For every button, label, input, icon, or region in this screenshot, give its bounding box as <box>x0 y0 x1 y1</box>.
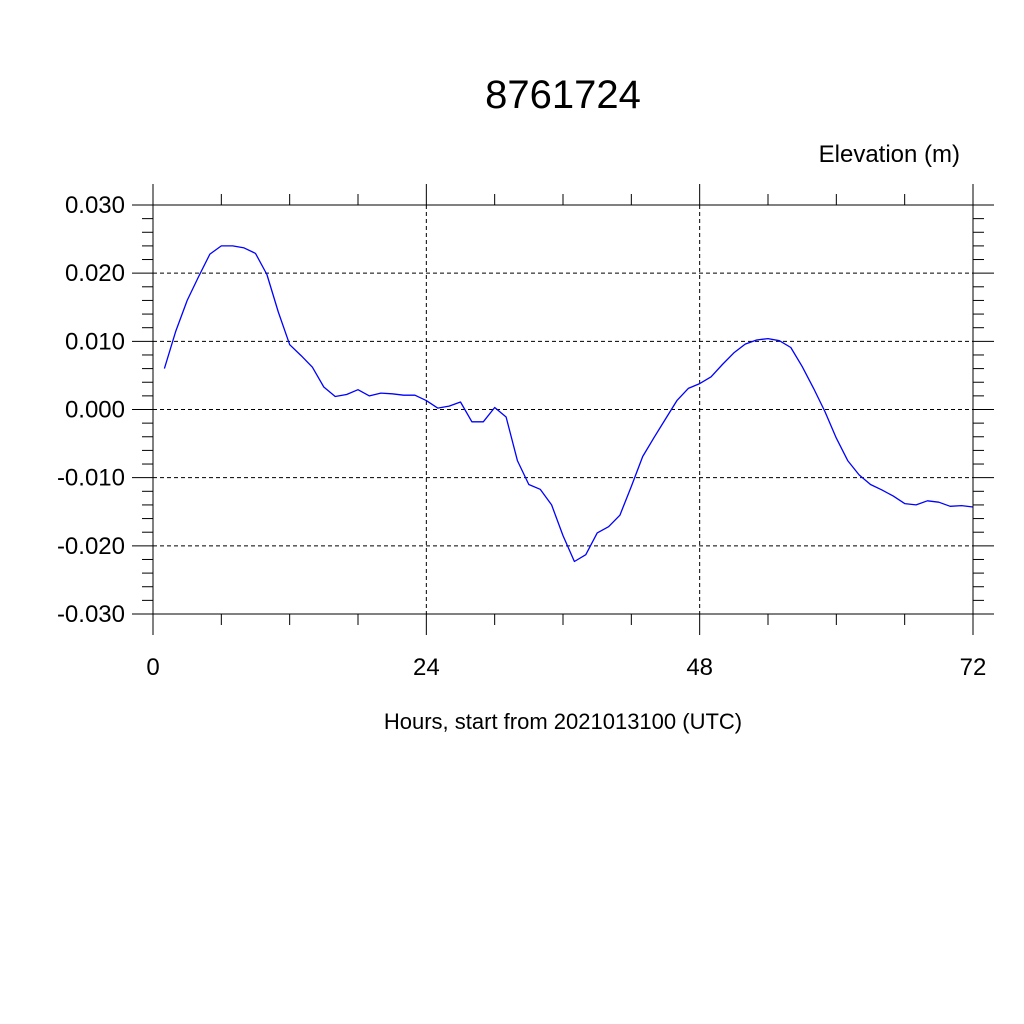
x-tick-label: 72 <box>960 654 987 681</box>
plot-frame <box>152 204 974 615</box>
tick-labels: 0.030 0.020 0.010 0.000 -0.010 -0.020 -0.030 0 2… <box>57 192 986 681</box>
y-tick-label: 0.010 <box>65 328 125 355</box>
y-tick-label: -0.010 <box>57 465 125 492</box>
series-line <box>163 245 974 563</box>
y-tick-label: 0.000 <box>65 397 125 424</box>
x-tick-label: 24 <box>413 654 440 681</box>
axis-ticks <box>132 184 994 635</box>
x-axis-label: Hours, start from 2021013100 (UTC) <box>384 709 742 734</box>
y-axis-label: Elevation (m) <box>819 141 960 168</box>
y-tick-label: -0.030 <box>57 601 125 628</box>
x-tick-label: 48 <box>686 654 713 681</box>
series-layer <box>163 245 974 563</box>
grid-lines <box>153 204 973 615</box>
y-tick-label: 0.030 <box>65 192 125 219</box>
y-tick-label: -0.020 <box>57 533 125 560</box>
chart-title: 8761724 <box>485 73 641 117</box>
x-tick-label: 0 <box>146 654 159 681</box>
y-tick-label: 0.020 <box>65 260 125 287</box>
